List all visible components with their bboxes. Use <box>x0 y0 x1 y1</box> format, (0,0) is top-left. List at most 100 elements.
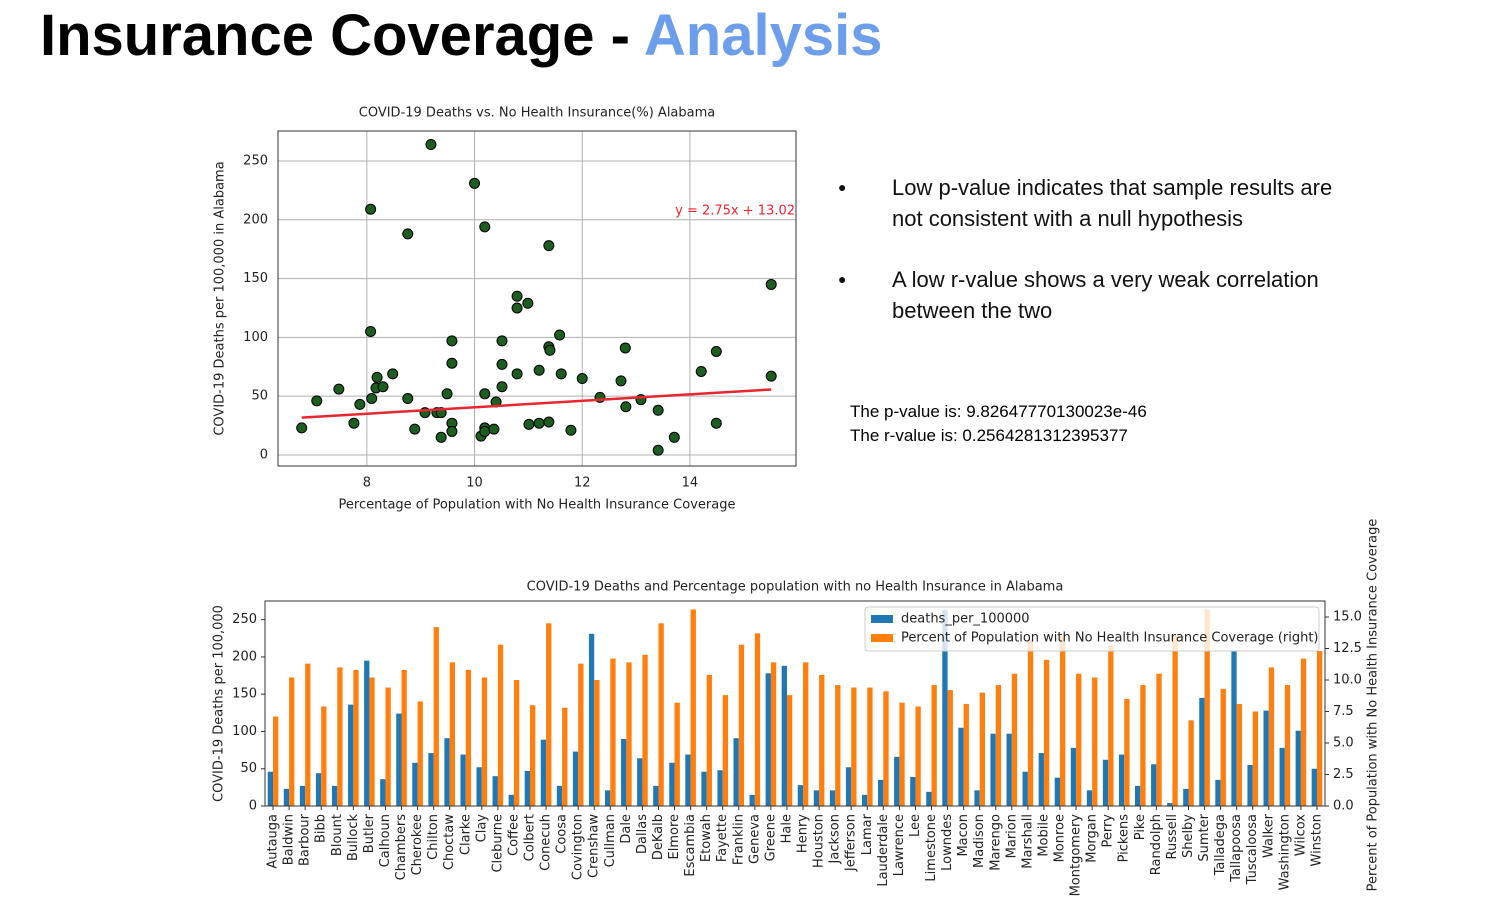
bar <box>926 791 932 806</box>
bar <box>653 785 659 806</box>
point <box>710 345 722 357</box>
title-highlight: Analysis <box>643 3 883 68</box>
x-tick-label: Cherokee <box>410 814 425 875</box>
bar <box>476 767 482 806</box>
point <box>311 395 323 407</box>
x-tick-label: Washington <box>1277 814 1292 890</box>
bar <box>321 706 327 806</box>
point <box>479 221 491 233</box>
y2-tick-label: 5.0 <box>1333 736 1354 751</box>
point <box>365 325 377 337</box>
bar <box>690 609 696 806</box>
point <box>565 424 577 436</box>
bar <box>1060 635 1066 806</box>
bar <box>701 771 707 806</box>
x-tick-label: Pickens <box>1117 814 1132 863</box>
x-tick-label: Russell <box>1165 814 1180 859</box>
bar <box>1231 650 1237 806</box>
point <box>522 297 534 309</box>
point <box>296 422 308 434</box>
bar <box>572 751 579 806</box>
point <box>488 423 500 435</box>
bar <box>1284 685 1291 806</box>
bar <box>642 654 648 806</box>
point <box>366 393 378 405</box>
x-tick-label: Choctaw <box>442 814 457 870</box>
y-axis-label: COVID-19 Deaths per 100,000 <box>212 605 227 802</box>
y-tick-label: 150 <box>232 687 257 702</box>
bar <box>556 785 563 806</box>
y-tick-label: 200 <box>243 212 268 227</box>
bar <box>417 701 423 806</box>
bar <box>1311 768 1317 806</box>
bar <box>1038 753 1044 806</box>
bar <box>738 644 745 806</box>
point <box>543 416 555 428</box>
x-tick-label: Marshall <box>1020 814 1035 869</box>
legend-label: Percent of Population with No Health Ins… <box>901 631 1319 646</box>
point <box>354 398 366 410</box>
point <box>469 177 481 189</box>
bar <box>492 776 498 806</box>
bar <box>1151 764 1157 806</box>
point <box>365 203 377 215</box>
bar <box>899 702 905 806</box>
bar <box>540 739 547 806</box>
bar <box>1167 803 1173 806</box>
x-tick-label: Crenshaw <box>587 814 602 878</box>
bar <box>465 669 472 806</box>
bar <box>546 623 552 806</box>
x-tick-label: Tallapoosa <box>1229 814 1244 883</box>
point <box>576 373 588 385</box>
bar <box>845 767 852 806</box>
point <box>511 368 523 380</box>
bar <box>428 753 434 806</box>
bar <box>353 669 359 806</box>
bar <box>1118 754 1125 806</box>
point <box>543 240 555 252</box>
x-tick-label: Houston <box>812 814 827 868</box>
bar <box>385 687 391 806</box>
bar <box>974 790 980 806</box>
bar <box>1183 788 1189 806</box>
x-tick-label: Marengo <box>988 814 1003 871</box>
point <box>533 364 545 376</box>
bar <box>626 662 632 806</box>
bar <box>958 727 964 806</box>
y2-axis-label: Percent of Population with No Health Ins… <box>1366 519 1381 892</box>
x-axis-label: Percentage of Population with No Health … <box>339 498 736 513</box>
bar <box>894 756 900 806</box>
bar <box>1215 779 1221 806</box>
x-tick-label: Autauga <box>266 814 281 869</box>
bar <box>1316 651 1323 806</box>
bar <box>449 662 455 806</box>
x-tick-label: 12 <box>574 476 591 491</box>
x-tick-label: Calhoun <box>378 814 393 867</box>
x-tick-label: Elmore <box>667 814 682 860</box>
title-text: Insurance Coverage - <box>40 3 630 68</box>
x-tick-label: Morgan <box>1085 814 1100 863</box>
y-tick-label: 100 <box>232 724 257 739</box>
bar <box>749 794 755 806</box>
bar <box>369 677 375 806</box>
bar <box>513 680 520 806</box>
bar <box>1011 673 1018 806</box>
point <box>710 417 722 429</box>
bar <box>1279 747 1285 806</box>
bar <box>637 758 643 806</box>
point <box>402 393 414 405</box>
bar <box>878 779 884 806</box>
chart-title: COVID-19 Deaths vs. No Health Insurance(… <box>359 106 716 121</box>
x-tick-label: Geneva <box>747 814 762 864</box>
bar <box>524 770 530 806</box>
legend-swatch <box>871 634 893 642</box>
bar <box>273 716 279 806</box>
bullet-list: Low p-value indicates that sample result… <box>838 172 1358 356</box>
point <box>435 431 447 443</box>
bar <box>1204 609 1210 806</box>
y-axis-label: COVID-19 Deaths per 100,000 in Alabama <box>213 161 228 435</box>
bar <box>781 665 787 806</box>
bar <box>1172 635 1178 806</box>
bar <box>1006 733 1012 806</box>
